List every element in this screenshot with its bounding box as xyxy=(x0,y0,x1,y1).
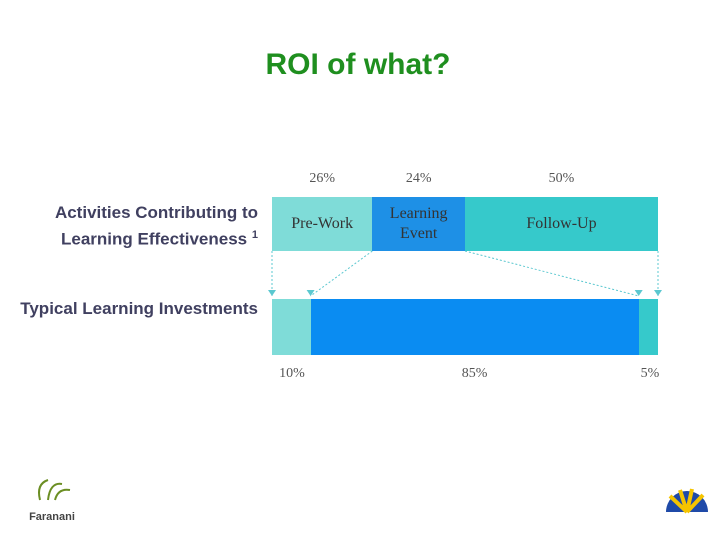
arrowhead xyxy=(268,290,276,296)
slide-title: ROI of what? xyxy=(265,48,451,81)
value-label: 24% xyxy=(405,171,432,186)
footnote-marker: 1 xyxy=(251,229,258,241)
category-label: Activities Contributing to Learning Effe… xyxy=(10,201,258,251)
arrowhead xyxy=(654,290,662,296)
value-label: 10% xyxy=(279,366,305,381)
segment-label: Pre-Work xyxy=(291,215,354,232)
bar-segment xyxy=(272,299,311,355)
left-logo: Faranani xyxy=(29,479,75,523)
bar-segment: Follow-Up xyxy=(465,197,658,251)
bar-segment: Learning Event xyxy=(372,197,465,251)
segment-label: Follow-Up xyxy=(526,215,597,232)
category-text: Activities Contributing to Learning Effe… xyxy=(54,203,258,249)
arrowhead xyxy=(634,290,643,296)
category-label: Typical Learning Investments xyxy=(10,297,258,320)
value-label: 5% xyxy=(640,366,660,381)
bar-segment xyxy=(638,299,658,355)
connector xyxy=(464,250,639,297)
value-label: 85% xyxy=(461,366,488,381)
right-logo xyxy=(666,488,708,514)
segment-label: Learning Event xyxy=(389,205,448,242)
bar-segment xyxy=(310,299,639,355)
bar-segment: Pre-Work xyxy=(272,197,373,251)
value-label: 50% xyxy=(548,171,575,186)
arrowhead xyxy=(306,290,315,296)
category-text: Typical Learning Investments xyxy=(20,299,258,318)
logo-text: Faranani xyxy=(29,511,75,523)
connector xyxy=(310,250,373,297)
value-label: 26% xyxy=(309,171,336,186)
